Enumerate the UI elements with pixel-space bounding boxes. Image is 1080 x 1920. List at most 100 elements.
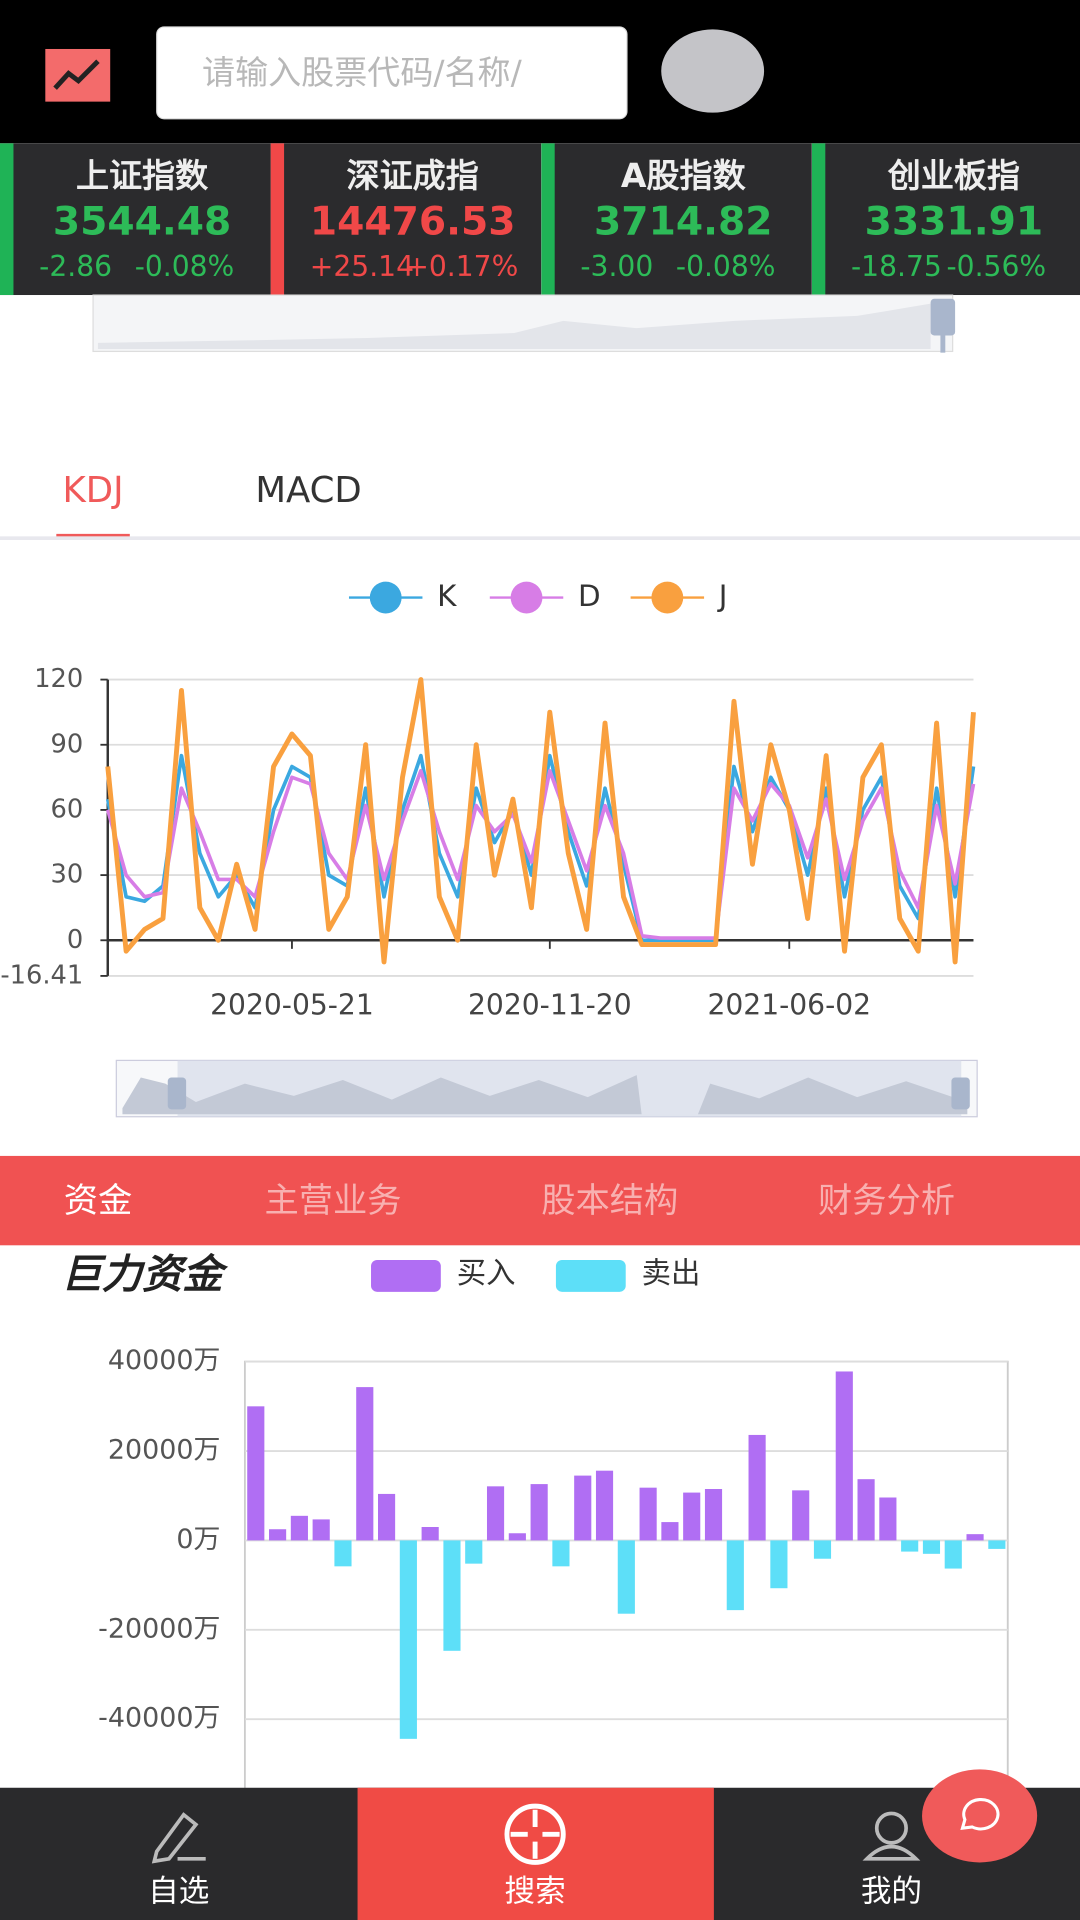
ticker-card[interactable]: 上证指数 3544.48 -2.86 -0.08% <box>0 143 271 296</box>
ticker-edge <box>541 143 555 296</box>
y-tick-label: 0 <box>67 925 83 955</box>
ticker-name: A股指数 <box>621 156 747 195</box>
ticker-price: 3714.82 <box>594 200 772 245</box>
ticker-price: 3544.48 <box>53 200 231 245</box>
x-tick-label: 2020-11-20 <box>468 989 632 1022</box>
info-tab[interactable]: 股本结构 <box>541 1181 678 1221</box>
chart-tab[interactable]: MACD <box>255 470 361 511</box>
nav-icon <box>504 1803 566 1865</box>
ticker-change: -18.75 <box>851 250 942 283</box>
bar <box>683 1492 701 1541</box>
bar <box>486 1486 505 1541</box>
bar <box>399 1540 417 1739</box>
chat-button[interactable] <box>922 1769 1038 1863</box>
bar <box>901 1540 919 1552</box>
ticker-edge <box>811 143 826 296</box>
bar <box>617 1540 635 1614</box>
bar <box>770 1540 788 1589</box>
nav-icon <box>862 1844 921 1861</box>
search-box[interactable] <box>156 26 628 120</box>
zoom-preview <box>122 1075 968 1115</box>
bar <box>465 1540 483 1564</box>
y-tick-label: -40000万 <box>98 1703 220 1734</box>
bar <box>726 1540 744 1611</box>
bar <box>835 1371 853 1541</box>
legend-label: 卖出 <box>642 1256 701 1290</box>
legend-symbol <box>369 581 402 614</box>
ticker-card[interactable]: A股指数 3714.82 -3.00 -0.08% <box>541 143 812 296</box>
nav-label[interactable]: 搜索 <box>504 1875 565 1910</box>
bar <box>334 1540 352 1567</box>
nav-label[interactable]: 自选 <box>148 1875 209 1910</box>
ticker-card[interactable]: 深证成指 14476.53 +25.14+0.17% <box>270 143 542 296</box>
nav-label[interactable]: 我的 <box>861 1875 922 1910</box>
legend-symbol <box>510 581 543 614</box>
ticker-card[interactable]: 创业板指 3331.91 -18.75 -0.56% <box>811 143 1080 296</box>
y-tick-label: -16.41 <box>0 960 83 990</box>
legend-label: D <box>578 579 601 613</box>
bar <box>661 1522 679 1541</box>
nav-icon-cross <box>510 1809 560 1859</box>
bar <box>922 1540 941 1554</box>
logo[interactable] <box>45 48 111 102</box>
zoom-handle[interactable] <box>930 298 956 336</box>
bar <box>792 1490 810 1541</box>
nav-icon <box>874 1811 908 1845</box>
series-line <box>105 753 976 943</box>
chart-tab[interactable]: KDJ <box>63 470 124 511</box>
zoom-handle-stem <box>940 335 946 353</box>
bar <box>966 1534 984 1541</box>
x-tick-label: 2021-06-02 <box>707 989 871 1022</box>
ticker-percent: -0.08% <box>135 250 235 283</box>
y-tick-label: 60 <box>51 794 84 824</box>
info-tab-bar <box>0 1155 1080 1246</box>
bar <box>290 1515 308 1541</box>
info-tab[interactable]: 财务分析 <box>818 1181 955 1221</box>
bar <box>247 1406 265 1541</box>
ticker-percent: -0.08% <box>676 250 776 283</box>
bar <box>443 1540 461 1651</box>
tab-divider <box>0 536 1080 540</box>
bar <box>857 1479 875 1541</box>
ticker-bg <box>541 143 812 296</box>
ticker-name: 上证指数 <box>76 156 209 195</box>
legend-label: J <box>717 579 728 613</box>
zoom-handle[interactable] <box>951 1077 970 1110</box>
info-tab[interactable]: 资金 <box>64 1181 133 1221</box>
nav-icon <box>151 1812 206 1864</box>
ticker-percent: +0.17% <box>405 250 518 283</box>
y-tick-label: -20000万 <box>98 1613 220 1644</box>
bar <box>988 1540 1006 1549</box>
ticker-name: 创业板指 <box>887 156 1020 195</box>
ticker-percent: -0.56% <box>947 250 1047 283</box>
y-tick-label: 90 <box>51 729 84 759</box>
y-tick-label: 20000万 <box>108 1435 221 1466</box>
legend-swatch <box>555 1260 626 1292</box>
legend-label: 买入 <box>457 1256 516 1290</box>
search-placeholder: 请输入股票代码/名称/ <box>202 53 523 92</box>
info-tab[interactable]: 主营业务 <box>265 1181 402 1221</box>
ticker-bg <box>270 143 542 296</box>
ticker-change: -2.86 <box>39 250 112 283</box>
y-tick-label: 30 <box>51 860 84 890</box>
bar <box>378 1493 396 1541</box>
bar <box>356 1387 374 1541</box>
y-tick-label: 0万 <box>176 1524 220 1555</box>
ticker-change: +25.14 <box>310 250 414 283</box>
zoom-preview <box>97 303 931 349</box>
bar <box>530 1484 548 1541</box>
ticker-edge <box>0 143 14 296</box>
ticker-change: -3.00 <box>580 250 653 283</box>
bar <box>813 1540 832 1559</box>
bar <box>269 1529 287 1541</box>
bar <box>312 1519 330 1541</box>
zoom-handle[interactable] <box>167 1077 187 1110</box>
avatar[interactable] <box>661 29 765 113</box>
legend-swatch <box>371 1260 441 1292</box>
y-tick-label: 40000万 <box>108 1345 221 1376</box>
bar <box>508 1533 526 1541</box>
bar <box>595 1470 614 1541</box>
ticker-bg <box>811 143 1080 296</box>
bar <box>639 1487 657 1541</box>
